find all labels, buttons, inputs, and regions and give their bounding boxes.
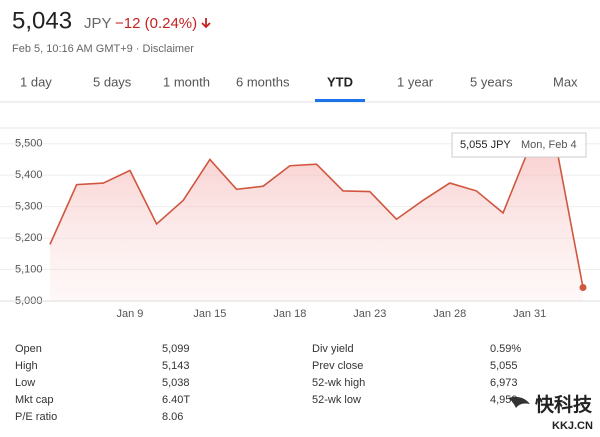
stat-value: 4,959 (490, 394, 518, 406)
x-tick-label: Jan 9 (116, 308, 143, 320)
watermark-logo (508, 396, 530, 408)
stat-label: Mkt cap (15, 394, 54, 406)
stat-label: 52-wk low (312, 394, 361, 406)
stat-value: 0.59% (490, 343, 521, 355)
stat-value: 6,973 (490, 377, 518, 389)
y-tick-label: 5,100 (15, 263, 43, 275)
watermark-site: KKJ.CN (552, 420, 593, 432)
x-tick-label: Jan 18 (273, 308, 306, 320)
stat-value: 5,038 (162, 377, 190, 389)
area (50, 146, 583, 301)
down-arrow (201, 18, 211, 29)
stat-value: 5,099 (162, 343, 190, 355)
x-tick-label: Jan 31 (513, 308, 546, 320)
stat-label: P/E ratio (15, 411, 57, 423)
price: 5,043 (12, 7, 72, 34)
x-tick-label: Jan 15 (193, 308, 226, 320)
tab[interactable]: 6 months (236, 74, 290, 89)
stat-label: Div yield (312, 343, 354, 355)
tab[interactable]: 5 days (93, 74, 132, 89)
stat-label: High (15, 360, 38, 372)
tab[interactable]: YTD (327, 74, 353, 89)
change: −12 (0.24%) (115, 15, 197, 32)
stat-value: 8.06 (162, 411, 183, 423)
tab[interactable]: 1 day (20, 74, 52, 89)
stat-value: 5,143 (162, 360, 190, 372)
tooltip-date: Mon, Feb 4 (521, 139, 577, 151)
tooltip-box (451, 132, 587, 158)
y-tick-label: 5,300 (15, 201, 43, 213)
tab[interactable]: Max (553, 74, 578, 89)
stat-value: 5,055 (490, 360, 518, 372)
timestamp[interactable]: Feb 5, 10:16 AM GMT+9 · Disclaimer (12, 43, 194, 55)
tab[interactable]: 1 year (397, 74, 434, 89)
tooltip-value: 5,055 JPY (460, 139, 511, 151)
y-tick-label: 5,200 (15, 232, 43, 244)
watermark-name: 快科技 (535, 393, 593, 416)
stat-label: Open (15, 343, 42, 355)
tooltip: 5,055 JPY Mon, Feb 4 (451, 132, 587, 158)
stat-value: 6.40T (162, 394, 190, 406)
y-tick-label: 5,400 (15, 169, 43, 181)
tab[interactable]: 5 years (470, 74, 513, 89)
x-tick-label: Jan 28 (433, 308, 466, 320)
watermark: 快科技 KKJ.CN (508, 393, 593, 432)
stat-label: Low (15, 377, 35, 389)
stat-label: 52-wk high (312, 377, 365, 389)
tab-underline (315, 99, 365, 102)
stat-label: Prev close (312, 360, 363, 372)
x-tick-label: Jan 23 (353, 308, 386, 320)
y-tick-label: 5,500 (15, 138, 43, 150)
last-point (579, 283, 587, 291)
price-line (49, 146, 584, 288)
currency: JPY (84, 15, 112, 32)
tab[interactable]: 1 month (163, 74, 210, 89)
